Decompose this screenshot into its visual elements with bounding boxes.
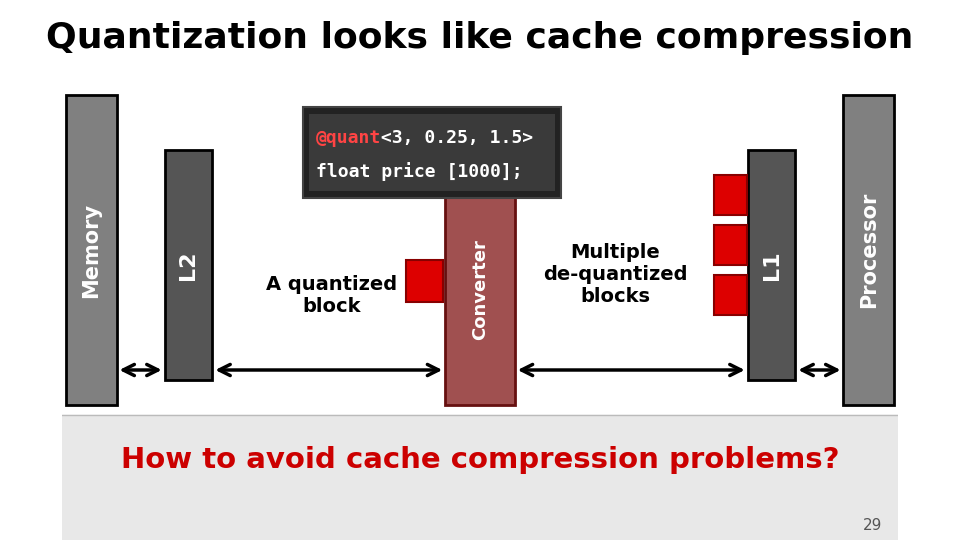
Text: How to avoid cache compression problems?: How to avoid cache compression problems? (121, 446, 839, 474)
Text: @quant: @quant (316, 129, 381, 147)
Text: 29: 29 (862, 517, 882, 532)
Text: <3, 0.25, 1.5>: <3, 0.25, 1.5> (371, 129, 534, 147)
Text: float price [1000];: float price [1000]; (316, 163, 523, 181)
Bar (164, 150, 212, 380)
Bar (844, 95, 894, 405)
Text: Converter: Converter (471, 240, 489, 340)
Text: Quantization looks like cache compression: Quantization looks like cache compressio… (46, 21, 914, 55)
Bar (66, 95, 116, 405)
Text: L1: L1 (761, 250, 781, 280)
Bar (406, 260, 443, 302)
Bar (61, 415, 899, 540)
Text: A quantized
block: A quantized block (266, 274, 397, 315)
Bar (309, 114, 555, 191)
Text: Memory: Memory (82, 202, 102, 298)
Text: L2: L2 (179, 250, 199, 280)
Bar (713, 275, 747, 315)
Bar (445, 175, 515, 405)
Bar (748, 150, 796, 380)
Bar (713, 175, 747, 215)
Bar (713, 225, 747, 265)
FancyBboxPatch shape (303, 107, 561, 198)
Text: Processor: Processor (858, 192, 878, 308)
Text: Multiple
de-quantized
blocks: Multiple de-quantized blocks (542, 244, 687, 307)
